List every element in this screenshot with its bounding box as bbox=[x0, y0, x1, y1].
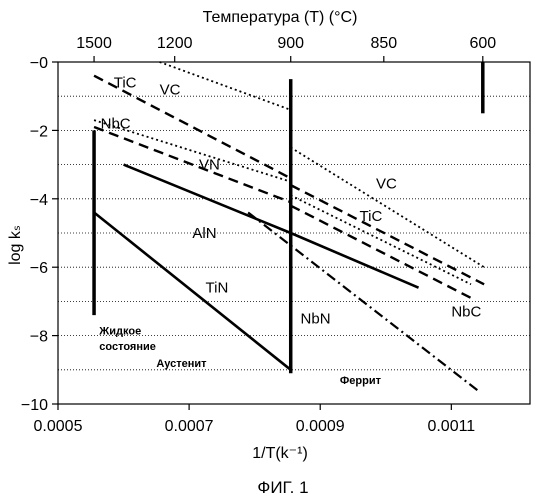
top-axis-title: Температура (T) (°C) bbox=[203, 9, 358, 26]
boundaries bbox=[94, 62, 483, 373]
series-label-aln: AlN bbox=[192, 225, 216, 242]
top-tick-label: 850 bbox=[370, 35, 397, 52]
figure-caption: ФИГ. 1 bbox=[257, 478, 308, 497]
x-axis-title: 1/T(k⁻¹) bbox=[252, 445, 308, 462]
series-label-nbc-right: NbC bbox=[451, 304, 481, 321]
series-label-vn: VN bbox=[199, 157, 220, 174]
y-tick-label: −10 bbox=[21, 397, 48, 414]
series-label-tic-right: TiC bbox=[360, 208, 383, 225]
top-tick-label: 1500 bbox=[76, 35, 112, 52]
series-label-tic: TiC bbox=[114, 75, 137, 92]
series-label-tin: TiN bbox=[206, 280, 229, 297]
x-tick-label: 0.0009 bbox=[296, 418, 345, 435]
x-tick-label: 0.0007 bbox=[165, 418, 214, 435]
series-label-nbn: NbN bbox=[301, 311, 331, 328]
series-label-vc: VC bbox=[160, 81, 181, 98]
top-tick-label: 1200 bbox=[157, 35, 193, 52]
x-tick-label: 0.0011 bbox=[427, 418, 475, 435]
y-tick-label: −4 bbox=[30, 192, 48, 209]
series-label-nbc: NbC bbox=[101, 116, 131, 133]
y-tick-label: −2 bbox=[30, 123, 48, 140]
x-tick-label: 0.0005 bbox=[34, 418, 83, 435]
y-axis-title: log kₛ bbox=[7, 225, 24, 265]
top-tick-label: 900 bbox=[277, 35, 304, 52]
region-label: состояние bbox=[99, 341, 156, 353]
series-line-tic bbox=[291, 185, 484, 284]
y-tick-label: −0 bbox=[30, 55, 48, 72]
series-label-vc-right: VC bbox=[376, 175, 397, 192]
region-label: Жидкое bbox=[98, 325, 141, 337]
region-label: Аустенит bbox=[156, 358, 207, 370]
series-line-vc bbox=[291, 148, 484, 268]
region-label: Феррит bbox=[340, 375, 382, 387]
labels: −0 −2 −4 −6 −8 −10 0.0005 0.0007 0.0009 0.0011 150… bbox=[21, 35, 496, 435]
y-tick-label: −8 bbox=[30, 329, 48, 346]
y-tick-label: −6 bbox=[30, 260, 48, 277]
top-tick-label: 600 bbox=[469, 35, 496, 52]
